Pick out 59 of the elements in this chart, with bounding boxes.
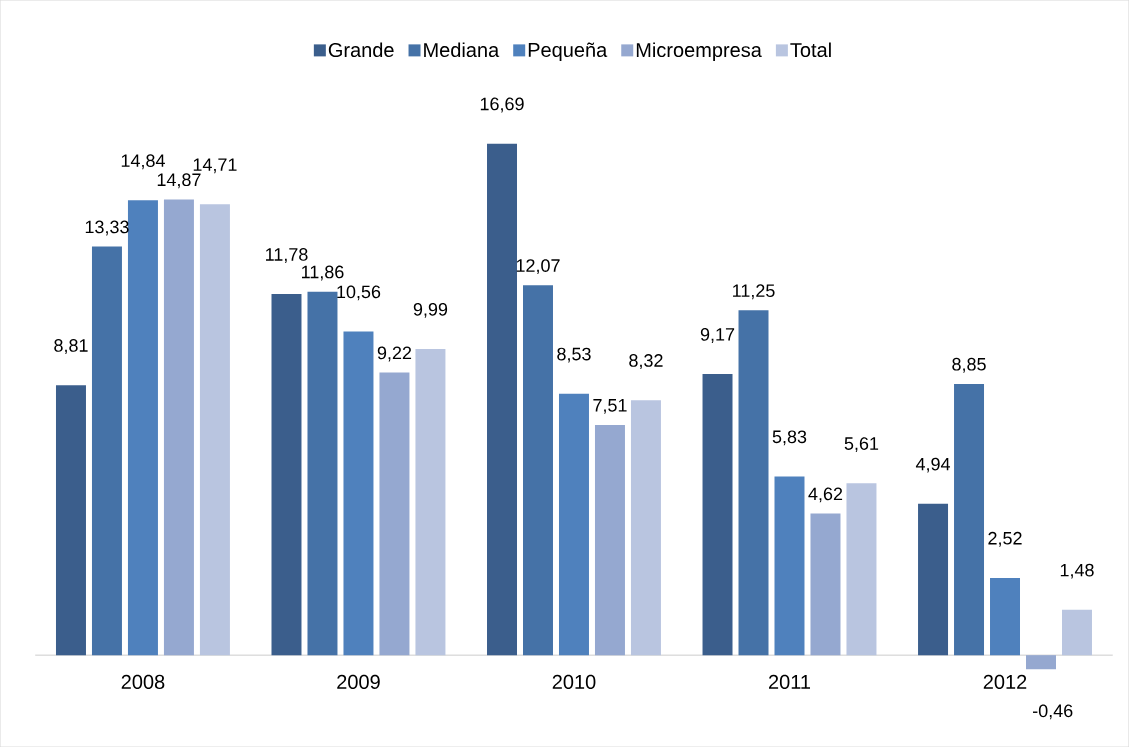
bar — [523, 285, 553, 656]
data-label: 4,62 — [808, 487, 843, 503]
data-label: 11,78 — [266, 247, 308, 263]
bar — [990, 577, 1021, 656]
bar — [846, 483, 877, 656]
data-label: 11,25 — [733, 284, 775, 300]
data-label: 12,07 — [516, 259, 560, 274]
bar — [379, 372, 410, 656]
bar — [630, 400, 661, 656]
bar — [1026, 655, 1056, 670]
legend-label: Microempresa — [636, 42, 762, 61]
data-label: -0,46 — [1033, 704, 1073, 720]
data-label: 8,85 — [952, 357, 986, 373]
bar — [487, 143, 517, 656]
bar — [1061, 609, 1092, 656]
bar — [918, 503, 949, 656]
data-label: 8,81 — [54, 339, 88, 354]
data-label: 16,69 — [480, 97, 524, 113]
bar — [415, 348, 446, 656]
data-label: 8,32 — [629, 354, 663, 369]
data-label: 5,83 — [772, 430, 807, 446]
bar — [810, 513, 841, 656]
bar — [127, 200, 158, 656]
bar — [199, 204, 230, 656]
bar — [307, 291, 338, 656]
data-label: 14,87 — [157, 173, 201, 189]
x-tick-label: 2012 — [983, 674, 1027, 689]
data-label: 8,53 — [557, 347, 591, 363]
bar — [702, 374, 733, 656]
x-tick-label: 2009 — [337, 674, 380, 689]
bar — [55, 385, 86, 656]
data-label: 1,48 — [1060, 563, 1094, 579]
legend-label: Grande — [328, 42, 394, 57]
data-label: 7,51 — [593, 399, 627, 414]
bar — [954, 383, 985, 656]
legend-label: Pequeña — [528, 42, 608, 61]
bar — [558, 393, 589, 656]
data-label: 4,94 — [915, 457, 951, 473]
data-label: 11,86 — [302, 265, 344, 281]
data-label: 14,71 — [193, 158, 237, 174]
data-label: 2,52 — [988, 531, 1022, 547]
bar — [594, 424, 625, 656]
data-label: 9,17 — [700, 327, 735, 343]
x-tick-label: 2008 — [121, 674, 165, 689]
bar — [271, 294, 302, 656]
data-label: 9,99 — [413, 302, 448, 318]
data-label: 10,56 — [337, 285, 381, 301]
x-tick-label: 2010 — [552, 674, 596, 689]
data-label: 9,22 — [377, 346, 412, 362]
bar — [343, 331, 374, 656]
bar — [774, 476, 805, 656]
bar — [738, 310, 769, 656]
bar — [91, 246, 122, 656]
bar — [163, 199, 194, 656]
data-label: 5,61 — [844, 437, 879, 452]
legend-label: Mediana — [424, 42, 500, 57]
x-tick-label: 2011 — [769, 674, 811, 689]
data-label: 14,84 — [121, 154, 165, 170]
legend-label: Total — [790, 42, 831, 57]
